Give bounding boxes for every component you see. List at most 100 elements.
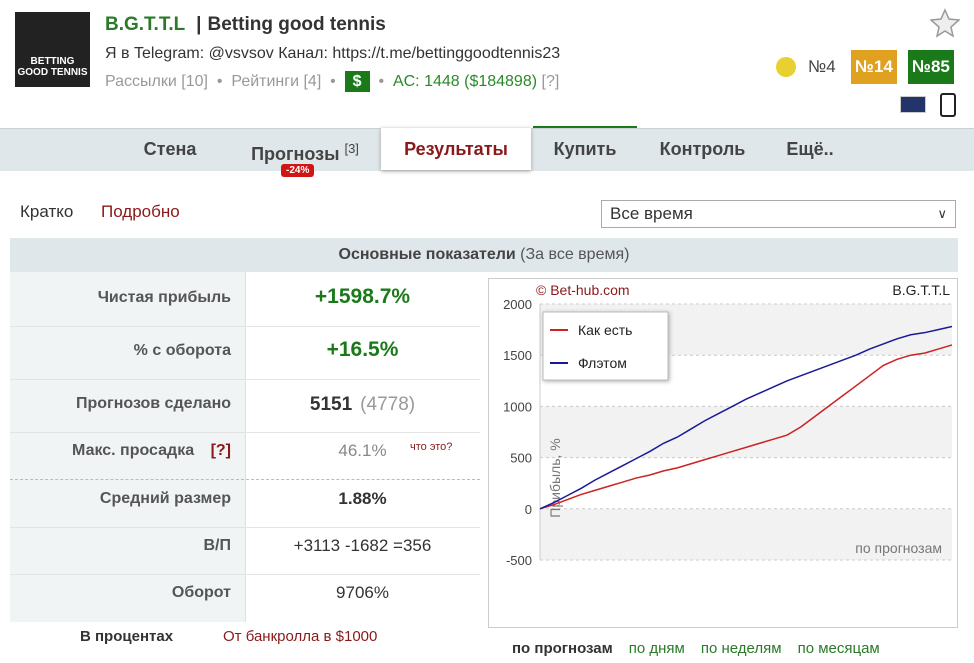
rank-green: №85 bbox=[908, 50, 954, 84]
stat-value: +16.5% bbox=[245, 338, 480, 362]
stat-label: Оборот bbox=[10, 584, 245, 602]
phone[interactable] bbox=[940, 93, 956, 117]
logo: BETTING GOOD TENNIS bbox=[15, 12, 90, 87]
tab-active[interactable]: Результаты bbox=[381, 128, 531, 170]
stat-value: 1.88% bbox=[245, 489, 480, 509]
mailings[interactable]: Рассылки [10] bbox=[105, 73, 208, 90]
y-axis-label: Прибыль, % bbox=[547, 438, 563, 517]
legend-label: Как есть bbox=[578, 322, 632, 338]
stat-label: Средний размер bbox=[10, 490, 245, 508]
stats-title: Основные показатели bbox=[338, 246, 516, 263]
y-tick-label: -500 bbox=[506, 553, 532, 568]
label-col bbox=[10, 272, 245, 622]
view-short[interactable]: Кратко bbox=[20, 202, 74, 221]
chart-tab[interactable]: по неделям bbox=[700, 640, 782, 657]
stat-label-text: % с оборота bbox=[133, 342, 231, 359]
stat-label-text: В/П bbox=[203, 537, 232, 554]
stat-label-text: Макс. просадка bbox=[72, 442, 195, 459]
stats-subtitle: (За все время) bbox=[520, 246, 630, 263]
ratings[interactable]: Рейтинги [4] bbox=[231, 73, 322, 90]
stat-value-text: 46.1% bbox=[338, 441, 387, 460]
caret: ∨ bbox=[937, 206, 947, 221]
contacts: Я в Telegram: @vsvsov Канал: https://t.m… bbox=[105, 45, 561, 62]
stat-value: 46.1% что это? bbox=[245, 441, 480, 461]
tab[interactable]: Прогнозы [3] bbox=[235, 128, 375, 170]
rank-ball: №4 bbox=[808, 57, 836, 76]
stat-label-text: Средний размер bbox=[99, 490, 231, 507]
stat-label: Прогнозов сделано bbox=[10, 395, 245, 413]
stat-value-text: +16.5% bbox=[326, 338, 399, 361]
ac: AC: 1448 ($184898) bbox=[392, 73, 538, 90]
tab[interactable]: Ещё.. bbox=[786, 139, 834, 159]
stat-label: % с оборота bbox=[10, 342, 245, 360]
sep: | bbox=[196, 14, 202, 35]
tab[interactable]: Стена bbox=[143, 139, 197, 159]
legend-label: Флэтом bbox=[578, 355, 627, 371]
stat-label: В/П bbox=[10, 537, 245, 555]
chart-tab[interactable]: по месяцам bbox=[797, 640, 880, 657]
period-select[interactable]: Все время ∨ bbox=[601, 200, 956, 228]
stat-label-text: Прогнозов сделано bbox=[76, 395, 231, 412]
stats-header: Основные показатели (За все время) bbox=[10, 238, 958, 272]
rank-orange: №14 bbox=[851, 50, 897, 84]
tab[interactable]: Контроль bbox=[659, 139, 746, 159]
stat-value: +3113 -1682 =356 bbox=[245, 536, 480, 556]
legend bbox=[542, 311, 669, 381]
footer-bankroll[interactable]: От банкролла в $1000 bbox=[223, 628, 378, 645]
flag[interactable] bbox=[900, 96, 926, 113]
dollar-badge[interactable]: $ bbox=[344, 71, 370, 92]
channel-title: Betting good tennis bbox=[207, 14, 386, 35]
row-separator bbox=[10, 432, 480, 433]
star[interactable] bbox=[930, 8, 960, 38]
stat-label-text: Оборот bbox=[171, 584, 231, 601]
stat-extra: (4778) bbox=[360, 394, 416, 415]
chart-tabs: по прогнозам по дням по неделям по месяцам bbox=[512, 640, 896, 657]
tab-label: Прогнозы bbox=[251, 144, 340, 164]
stat-label-text: Чистая прибыль bbox=[97, 289, 231, 306]
row-separator bbox=[10, 527, 480, 528]
stat-help[interactable]: [?] bbox=[210, 442, 231, 459]
y-tick-label: 1000 bbox=[503, 399, 532, 414]
period: Все время bbox=[610, 204, 693, 223]
stat-value-text: +3113 -1682 =356 bbox=[293, 536, 432, 555]
ac-help[interactable]: [?] bbox=[541, 73, 560, 90]
series-line bbox=[539, 325, 953, 510]
copyright: © Bet-hub.com bbox=[536, 282, 630, 298]
stat-value: 5151 (4778) bbox=[245, 394, 480, 416]
channel-name[interactable]: B.G.T.T.L bbox=[105, 14, 185, 35]
row-separator bbox=[10, 326, 480, 327]
row-separator bbox=[10, 379, 480, 380]
logo-text: BETTING GOOD TENNIS bbox=[17, 56, 88, 78]
title-row: B.G.T.T.L | Betting good tennis bbox=[105, 14, 386, 36]
stat-label: Чистая прибыль bbox=[10, 289, 245, 307]
y-tick-label: 2000 bbox=[503, 297, 532, 312]
stat-value-text: 9706% bbox=[336, 583, 389, 602]
meta-row: Рассылки [10] • Рейтинги [4] • $ • AC: 1… bbox=[105, 71, 560, 92]
chart-name: B.G.T.T.L bbox=[892, 282, 950, 298]
row-separator bbox=[10, 479, 480, 481]
view-detailed[interactable]: Подробно bbox=[101, 202, 180, 221]
stat-label: Макс. просадка [?] bbox=[10, 442, 245, 460]
footer-percent[interactable]: В процентах bbox=[80, 628, 174, 645]
row-separator bbox=[10, 574, 480, 575]
stat-extra[interactable]: что это? bbox=[410, 441, 453, 453]
tab[interactable]: Купить bbox=[533, 126, 637, 170]
chart-tab[interactable]: по прогнозам bbox=[512, 640, 613, 657]
stat-value: +1598.7% bbox=[245, 285, 480, 309]
ball bbox=[776, 57, 796, 77]
y-tick-label: 0 bbox=[525, 502, 532, 517]
chart: -500 0 500 1000 1500 2000 © Bet-hub.com B.G.T.T… bbox=[503, 282, 953, 568]
divider bbox=[245, 272, 246, 622]
tab-count: [3] bbox=[344, 141, 359, 156]
chart-mode: по прогнозам bbox=[855, 540, 942, 556]
chart-frame bbox=[488, 278, 958, 628]
stat-value-text: 5151 bbox=[309, 394, 353, 415]
stat-value: 9706% bbox=[245, 583, 480, 603]
grid-band bbox=[540, 508, 952, 560]
y-tick-label: 1500 bbox=[503, 348, 532, 363]
stat-value-text: +1598.7% bbox=[314, 285, 411, 308]
grid-band bbox=[540, 406, 952, 458]
chart-tab[interactable]: по дням bbox=[628, 640, 685, 657]
series-line bbox=[539, 344, 953, 510]
